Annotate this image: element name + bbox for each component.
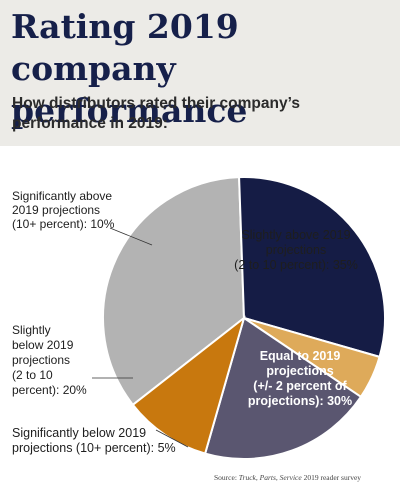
title-line-1: Rating 2019 company <box>11 7 239 88</box>
page-title: Rating 2019 company performance <box>11 6 391 132</box>
leader-line-significantly-below <box>155 429 189 448</box>
source-suffix: 2019 reader survey <box>301 473 362 482</box>
slice-label-line: projections <box>12 353 70 367</box>
slice-label-line: (2 to 10 percent): 35% <box>234 258 358 272</box>
pie-slice-slightly-below <box>203 316 363 460</box>
slice-label-equal: Equal to 2019 projections (+/- 2 percent o… <box>248 349 352 408</box>
source-note: Source: Truck, Parts, Service 2019 reade… <box>214 473 394 482</box>
subtitle-line-2: performance in 2019: <box>12 115 168 132</box>
source-prefix: Source: <box>214 473 239 482</box>
slice-label-line: percent): 20% <box>12 383 87 397</box>
leader-line-significantly-above <box>109 227 153 246</box>
title-line-2: performance <box>11 91 248 130</box>
slice-label-slightly-above: Slightly above 2019 projections (2 to 10 p… <box>234 228 358 272</box>
slice-label-significantly-below: Significantly below 2019 projections (10+… <box>12 426 176 455</box>
slice-label-slightly-below: Slightly below 2019 projections (2 to 10 per… <box>12 323 87 397</box>
source-publication: Truck, Parts, Service <box>238 473 302 482</box>
slice-label-line: Slightly above 2019 <box>241 228 350 242</box>
slice-label-line: 2019 projections <box>12 203 100 217</box>
slice-label-significantly-above: Significantly above 2019 projections (10+ … <box>12 189 115 231</box>
header-panel <box>0 0 400 146</box>
slice-label-line: (2 to 10 <box>12 368 53 382</box>
slice-label-line: Equal to 2019 <box>260 349 341 363</box>
slice-label-line: Significantly above <box>12 189 112 203</box>
slice-label-line: projections (10+ percent): 5% <box>12 441 176 455</box>
slice-label-line: below 2019 <box>12 338 74 352</box>
subtitle-line-1: How distributors rated their company’s <box>12 95 300 112</box>
page-subtitle: How distributors rated their company’s p… <box>12 94 392 134</box>
slice-label-line: Slightly <box>12 323 51 337</box>
pie-slice-slightly-above <box>102 176 246 407</box>
slice-label-line: (+/- 2 percent of <box>253 379 347 393</box>
slice-label-line: projections): 30% <box>248 394 352 408</box>
slice-label-line: projections <box>266 364 333 378</box>
slice-label-line: projections <box>266 243 326 257</box>
slice-label-line: Significantly below 2019 <box>12 426 146 440</box>
slice-label-line: (10+ percent): 10% <box>12 217 115 231</box>
pie-slice-equal <box>238 176 386 359</box>
